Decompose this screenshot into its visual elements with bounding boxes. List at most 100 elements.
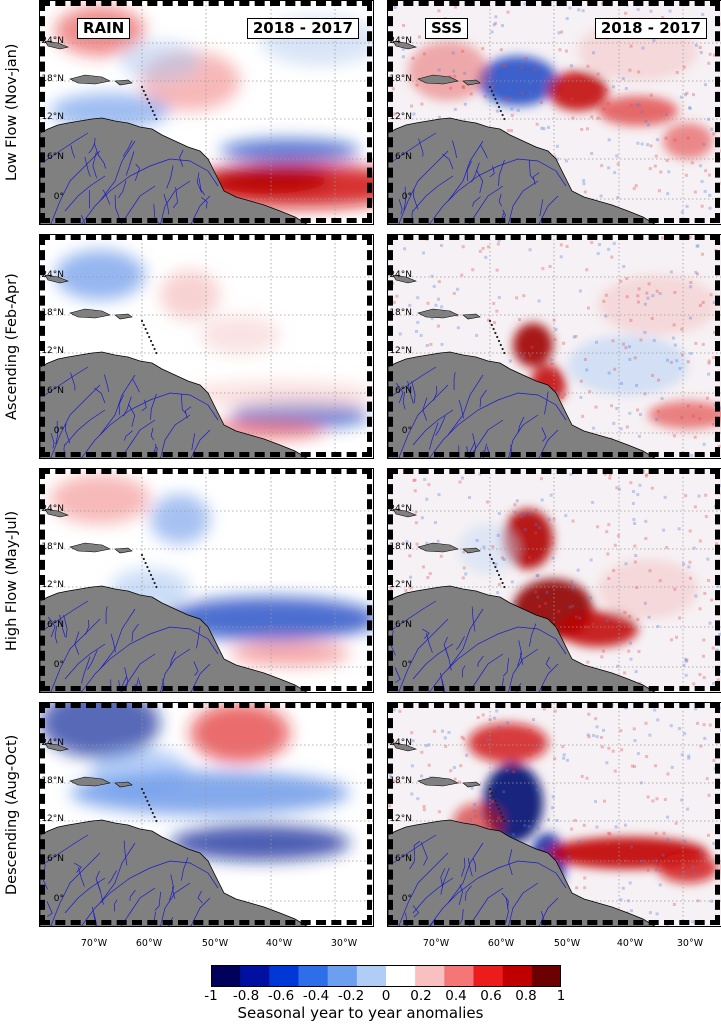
lat-tick-0: 24°N bbox=[389, 738, 412, 748]
lat-tick-3: 6°N bbox=[47, 152, 64, 162]
lat-tick-3: 6°N bbox=[47, 620, 64, 630]
lat-tick-3: 6°N bbox=[395, 386, 412, 396]
lat-tick-0: 24°N bbox=[389, 36, 412, 46]
lat-tick-4: 0° bbox=[53, 894, 64, 904]
colorbar-tick-9: 0.8 bbox=[515, 988, 537, 1004]
colorbar-tick-10: 1 bbox=[556, 988, 566, 1004]
land-south-america bbox=[388, 585, 656, 692]
lon-tick-right-1: 60°W bbox=[487, 938, 515, 949]
lon-tick-right-0: 70°W bbox=[422, 938, 450, 949]
map-panel-rain-3: 24°N 18°N 12°N 6°N 0° bbox=[39, 702, 374, 927]
map-field bbox=[388, 469, 721, 692]
lat-tick-3: 6°N bbox=[395, 620, 412, 630]
lat-tick-4: 0° bbox=[401, 192, 412, 202]
map-panel-sss-1: 24°N 18°N 12°N 6°N 0° bbox=[387, 234, 721, 459]
lon-tick-left-2: 50°W bbox=[201, 938, 229, 949]
lon-tick-left-4: 30°W bbox=[330, 938, 358, 949]
lat-tick-0: 24°N bbox=[41, 270, 64, 280]
colorbar-tick-3: -0.4 bbox=[302, 988, 330, 1004]
land-south-america bbox=[40, 351, 308, 458]
lon-tick-right-2: 50°W bbox=[553, 938, 581, 949]
lat-tick-4: 0° bbox=[53, 426, 64, 436]
lat-tick-3: 6°N bbox=[395, 152, 412, 162]
panel-variable-label: SSS bbox=[425, 18, 469, 39]
colorbar-swatch-9 bbox=[473, 965, 504, 987]
lat-tick-2: 12°N bbox=[389, 580, 412, 590]
lat-tick-1: 18°N bbox=[41, 542, 64, 552]
map-panel-rain-1: 24°N 18°N 12°N 6°N 0° bbox=[39, 234, 374, 459]
panel-variable-label: RAIN bbox=[77, 18, 131, 39]
map-field bbox=[40, 469, 373, 692]
colorbar-swatch-0 bbox=[211, 965, 241, 987]
lat-tick-2: 12°N bbox=[41, 814, 64, 824]
lat-tick-1: 18°N bbox=[389, 308, 412, 318]
lat-tick-2: 12°N bbox=[41, 346, 64, 356]
colorbar-tick-1: -0.8 bbox=[232, 988, 260, 1004]
lon-tick-left-1: 60°W bbox=[135, 938, 163, 949]
map-panel-sss-2: 24°N 18°N 12°N 6°N 0° bbox=[387, 468, 721, 693]
colorbar-swatch-2 bbox=[269, 965, 299, 987]
land-south-america bbox=[388, 819, 656, 926]
map-panel-sss-3: 24°N 18°N 12°N 6°N 0° bbox=[387, 702, 721, 927]
panel-period-label: 2018 - 2017 bbox=[246, 18, 359, 39]
lat-tick-1: 18°N bbox=[41, 74, 64, 84]
colorbar-swatch-3 bbox=[298, 965, 329, 987]
lon-tick-right-3: 40°W bbox=[616, 938, 644, 949]
lat-tick-2: 12°N bbox=[389, 814, 412, 824]
colorbar-tick-4: -0.2 bbox=[337, 988, 365, 1004]
row-label-3: Descending (Aug-Oct) bbox=[4, 734, 20, 895]
colorbar-swatch-1 bbox=[240, 965, 270, 987]
lat-tick-4: 0° bbox=[401, 426, 412, 436]
lat-tick-4: 0° bbox=[53, 192, 64, 202]
lat-tick-0: 24°N bbox=[41, 504, 64, 514]
land-south-america bbox=[388, 117, 656, 224]
panel-period-label: 2018 - 2017 bbox=[594, 18, 707, 39]
lat-tick-0: 24°N bbox=[41, 36, 64, 46]
lat-tick-2: 12°N bbox=[41, 580, 64, 590]
map-field bbox=[388, 703, 721, 926]
lat-tick-1: 18°N bbox=[41, 308, 64, 318]
land-south-america bbox=[40, 819, 308, 926]
lat-tick-3: 6°N bbox=[395, 854, 412, 864]
rivers bbox=[392, 132, 567, 224]
colorbar-swatch-8 bbox=[444, 965, 474, 987]
map-panel-rain-2: 24°N 18°N 12°N 6°N 0° bbox=[39, 468, 374, 693]
land-south-america bbox=[388, 351, 656, 458]
lat-tick-1: 18°N bbox=[389, 542, 412, 552]
land-south-america bbox=[40, 117, 308, 224]
lat-tick-0: 24°N bbox=[41, 738, 64, 748]
map-panel-rain-0: 24°N 18°N 12°N 6°N 0° RAIN 2018 - 2017 bbox=[39, 0, 374, 225]
lat-tick-2: 12°N bbox=[389, 112, 412, 122]
land-south-america bbox=[40, 585, 308, 692]
colorbar-tick-7: 0.4 bbox=[445, 988, 467, 1004]
colorbar-swatch-5 bbox=[356, 965, 387, 987]
colorbar-swatch-6 bbox=[386, 965, 416, 987]
lat-tick-3: 6°N bbox=[47, 854, 64, 864]
lat-tick-1: 18°N bbox=[389, 776, 412, 786]
map-field bbox=[40, 235, 373, 458]
lat-tick-4: 0° bbox=[401, 660, 412, 670]
lat-tick-0: 24°N bbox=[389, 504, 412, 514]
lon-tick-right-4: 30°W bbox=[676, 938, 704, 949]
row-label-1: Ascending (Feb-Apr) bbox=[4, 273, 20, 420]
lat-tick-4: 0° bbox=[401, 894, 412, 904]
colorbar-tick-6: 0.2 bbox=[410, 988, 432, 1004]
row-label-2: High Flow (May-Jul) bbox=[4, 510, 20, 651]
lat-tick-2: 12°N bbox=[41, 112, 64, 122]
colorbar-swatch-4 bbox=[327, 965, 358, 987]
colorbar-tick-8: 0.6 bbox=[480, 988, 502, 1004]
lon-tick-left-3: 40°W bbox=[265, 938, 293, 949]
lat-tick-3: 6°N bbox=[47, 386, 64, 396]
colorbar-tick-2: -0.6 bbox=[267, 988, 295, 1004]
lat-tick-2: 12°N bbox=[389, 346, 412, 356]
colorbar-swatch-10 bbox=[502, 965, 533, 987]
colorbar-title: Seasonal year to year anomalies bbox=[237, 1004, 484, 1022]
lat-tick-1: 18°N bbox=[41, 776, 64, 786]
map-field bbox=[40, 703, 373, 926]
lat-tick-1: 18°N bbox=[389, 74, 412, 84]
map-field bbox=[388, 235, 721, 458]
row-label-0: Low Flow (Nov-jan) bbox=[4, 43, 20, 181]
map-panel-sss-0: 24°N 18°N 12°N 6°N 0° SSS 2018 - 2017 bbox=[387, 0, 721, 225]
rivers bbox=[44, 600, 219, 692]
lon-tick-left-0: 70°W bbox=[80, 938, 108, 949]
